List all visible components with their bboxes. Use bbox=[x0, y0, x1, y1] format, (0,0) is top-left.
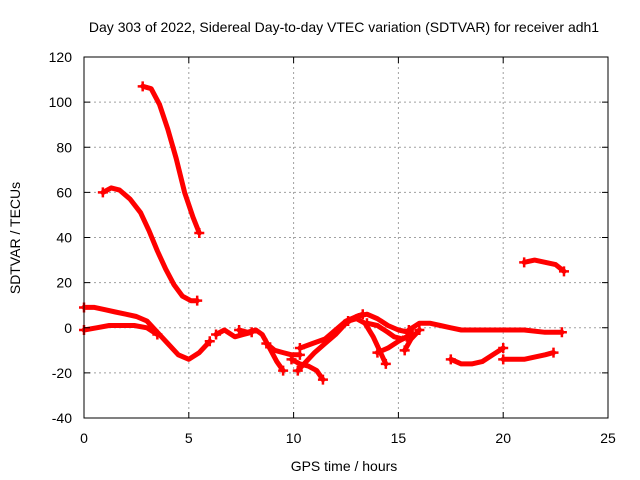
series-line-arc-6 bbox=[236, 327, 286, 374]
series-point-marker bbox=[399, 345, 410, 356]
series-line-arc-1 bbox=[140, 83, 202, 236]
series-point-marker bbox=[548, 347, 559, 358]
y-tick-label: 0 bbox=[64, 320, 72, 336]
x-tick-label: 5 bbox=[185, 430, 193, 446]
x-tick-label: 10 bbox=[286, 430, 302, 446]
series-line-arc-10 bbox=[295, 311, 366, 374]
series-line-arc-18 bbox=[521, 257, 567, 274]
series-line-arc-2 bbox=[100, 185, 200, 304]
series-point-marker bbox=[498, 354, 509, 365]
series-line-arc-14 bbox=[402, 327, 422, 353]
y-tick-label: 60 bbox=[56, 184, 72, 200]
x-tick-label: 0 bbox=[80, 430, 88, 446]
series-line-arc-13 bbox=[374, 334, 410, 356]
y-tick-label: 100 bbox=[49, 94, 73, 110]
y-tick-label: 80 bbox=[56, 139, 72, 155]
series-point-marker bbox=[204, 336, 215, 347]
series-line-arc-16 bbox=[448, 345, 506, 367]
series-point-marker bbox=[286, 354, 297, 365]
series-point-marker bbox=[343, 315, 354, 326]
tick-layer: 0 5 10 15 20 25 -40 -20 0 20 40 60 80 100 120 bbox=[49, 49, 616, 446]
series-point-marker bbox=[234, 325, 245, 336]
series-point-marker bbox=[278, 365, 289, 376]
series-point-marker bbox=[556, 327, 567, 338]
series-point-marker bbox=[152, 329, 163, 340]
series-point-marker bbox=[445, 354, 456, 365]
series-point-marker bbox=[414, 325, 425, 336]
series-point-marker bbox=[317, 374, 328, 385]
series-point-marker bbox=[558, 266, 569, 277]
y-tick-label: 40 bbox=[56, 230, 72, 246]
series-point-marker bbox=[137, 81, 148, 92]
x-tick-label: 15 bbox=[391, 430, 407, 446]
series-point-marker bbox=[97, 187, 108, 198]
series-point-marker bbox=[261, 338, 272, 349]
series-point-marker bbox=[372, 347, 383, 358]
series-line-arc-17 bbox=[500, 350, 556, 362]
series-point-marker bbox=[361, 318, 372, 329]
series-point-marker bbox=[357, 309, 368, 320]
series-line-arc-15 bbox=[406, 320, 565, 335]
x-tick-label: 20 bbox=[495, 430, 511, 446]
series-line-arc-8 bbox=[289, 356, 326, 383]
y-tick-label: -40 bbox=[52, 410, 72, 426]
series-point-marker bbox=[403, 325, 414, 336]
chart-title: Day 303 of 2022, Sidereal Day-to-day VTE… bbox=[89, 19, 599, 35]
series-line-arc-4 bbox=[81, 323, 160, 337]
series-line-arc-3 bbox=[81, 304, 213, 362]
series-point-marker bbox=[380, 358, 391, 369]
x-tick-label: 25 bbox=[600, 430, 616, 446]
series-point-marker bbox=[498, 343, 509, 354]
series-line-arc-7 bbox=[263, 341, 303, 358]
series-point-marker bbox=[294, 343, 305, 354]
y-tick-label: 120 bbox=[49, 49, 73, 65]
y-tick-label: -20 bbox=[52, 365, 72, 381]
series-point-marker bbox=[192, 295, 203, 306]
y-axis-title: SDTVAR / TECUs bbox=[7, 182, 23, 294]
series-layer bbox=[79, 81, 569, 385]
series-point-marker bbox=[519, 257, 530, 268]
series-point-marker bbox=[194, 227, 205, 238]
x-axis-title: GPS time / hours bbox=[291, 458, 398, 474]
series-point-marker bbox=[211, 329, 222, 340]
y-tick-label: 20 bbox=[56, 275, 72, 291]
series-point-marker bbox=[292, 365, 303, 376]
